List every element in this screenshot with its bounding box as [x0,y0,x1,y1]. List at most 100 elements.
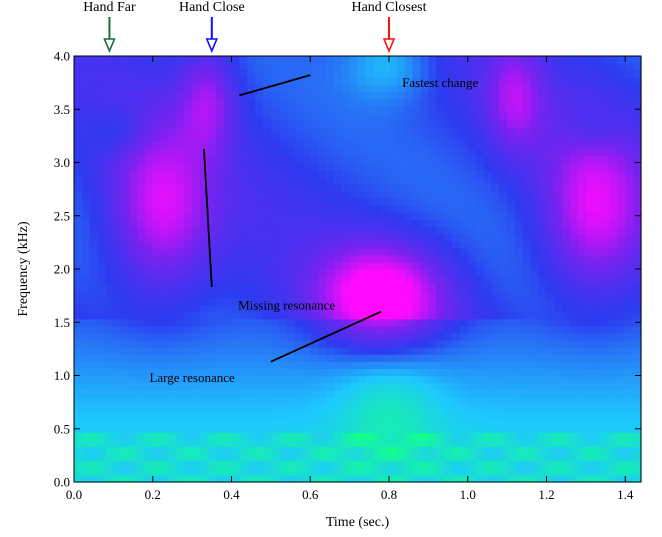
heatmap-cell [113,332,122,341]
heatmap-cell [231,219,240,227]
heatmap-cell [491,190,500,199]
heatmap-cell [412,382,422,391]
heatmap-cell [507,148,516,156]
heatmap-cell [593,368,603,377]
heatmap-cell [137,77,146,85]
heatmap-cell [491,84,500,93]
heatmap-cell [152,460,162,469]
heatmap-cell [436,446,445,455]
heatmap-cell [192,269,201,277]
heatmap-cell [404,361,414,369]
heatmap-cell [97,190,107,199]
heatmap-cell [475,325,485,334]
heatmap-cell [176,318,185,327]
heatmap-cell [113,155,122,164]
heatmap-cell [333,105,343,114]
heatmap-cell [152,269,162,277]
heatmap-cell [215,233,225,242]
heatmap-cell [81,70,91,78]
heatmap-cell [137,148,146,156]
heatmap-cell [200,389,209,398]
heatmap-cell [113,240,122,249]
heatmap-cell [593,205,603,213]
heatmap-cell [412,219,422,227]
heatmap-cell [137,141,146,149]
heatmap-cell [333,261,343,270]
heatmap-cell [467,247,477,256]
heatmap-cell [389,247,398,256]
heatmap-cell [617,84,626,93]
heatmap-cell [97,304,107,313]
heatmap-cell [373,368,382,377]
heatmap-cell [562,212,571,220]
heatmap-cell [381,176,390,185]
heatmap-cell [444,340,453,348]
heatmap-cell [585,446,595,455]
heatmap-cell [491,162,500,171]
heatmap-cell [499,354,508,362]
heatmap-cell [152,254,162,263]
heatmap-cell [255,254,264,263]
heatmap-cell [113,134,122,142]
heatmap-cell [625,212,634,220]
heatmap-cell [570,84,579,93]
heatmap-cell [522,340,532,348]
heatmap-cell [475,112,485,121]
heatmap-cell [585,247,595,256]
heatmap-cell [381,269,390,277]
heatmap-cell [302,276,311,284]
heatmap-cell [404,474,414,483]
heatmap-cell [341,141,351,149]
heatmap-cell [404,91,414,100]
heatmap-cell [601,240,611,249]
heatmap-cell [137,98,146,107]
heatmap-cell [554,98,563,107]
heatmap-cell [412,389,422,398]
heatmap-cell [357,219,366,227]
heatmap-cell [452,474,461,483]
heatmap-cell [396,411,406,419]
heatmap-cell [105,283,114,291]
x-tick-label: 0.6 [302,487,319,502]
heatmap-cell [389,212,398,220]
heatmap-cell [562,219,571,227]
heatmap-cell [515,105,524,114]
heatmap-cell [152,176,162,185]
heatmap-cell [522,105,532,114]
heatmap-cell [247,219,256,227]
heatmap-cell [625,141,634,149]
heatmap-cell [515,375,524,384]
heatmap-cell [168,127,177,135]
heatmap-cell [97,98,107,107]
heatmap-cell [286,91,296,100]
heatmap-cell [184,347,193,355]
heatmap-cell [239,361,248,369]
heatmap-cell [538,460,548,469]
heatmap-cell [420,112,429,121]
heatmap-cell [546,155,555,164]
heatmap-cell [475,467,485,476]
heatmap-cell [522,467,532,476]
heatmap-cell [255,304,264,313]
heatmap-cell [633,311,642,320]
heatmap-cell [341,127,351,135]
heatmap-cell [546,340,555,348]
heatmap-cell [247,269,256,277]
heatmap-cell [444,70,453,78]
heatmap-cell [570,283,579,291]
heatmap-cell [491,169,500,178]
heatmap-cell [105,311,114,320]
heatmap-cell [436,233,445,242]
heatmap-cell [389,290,398,298]
heatmap-cell [326,148,335,156]
heatmap-cell [74,176,83,185]
heatmap-cell [475,361,485,369]
heatmap-cell [207,297,217,306]
heatmap-cell [294,98,303,107]
heatmap-cell [593,396,603,405]
heatmap-cell [270,325,280,334]
heatmap-cell [160,368,170,377]
heatmap-cell [538,354,548,362]
heatmap-cell [113,425,122,433]
heatmap-cell [617,261,626,270]
